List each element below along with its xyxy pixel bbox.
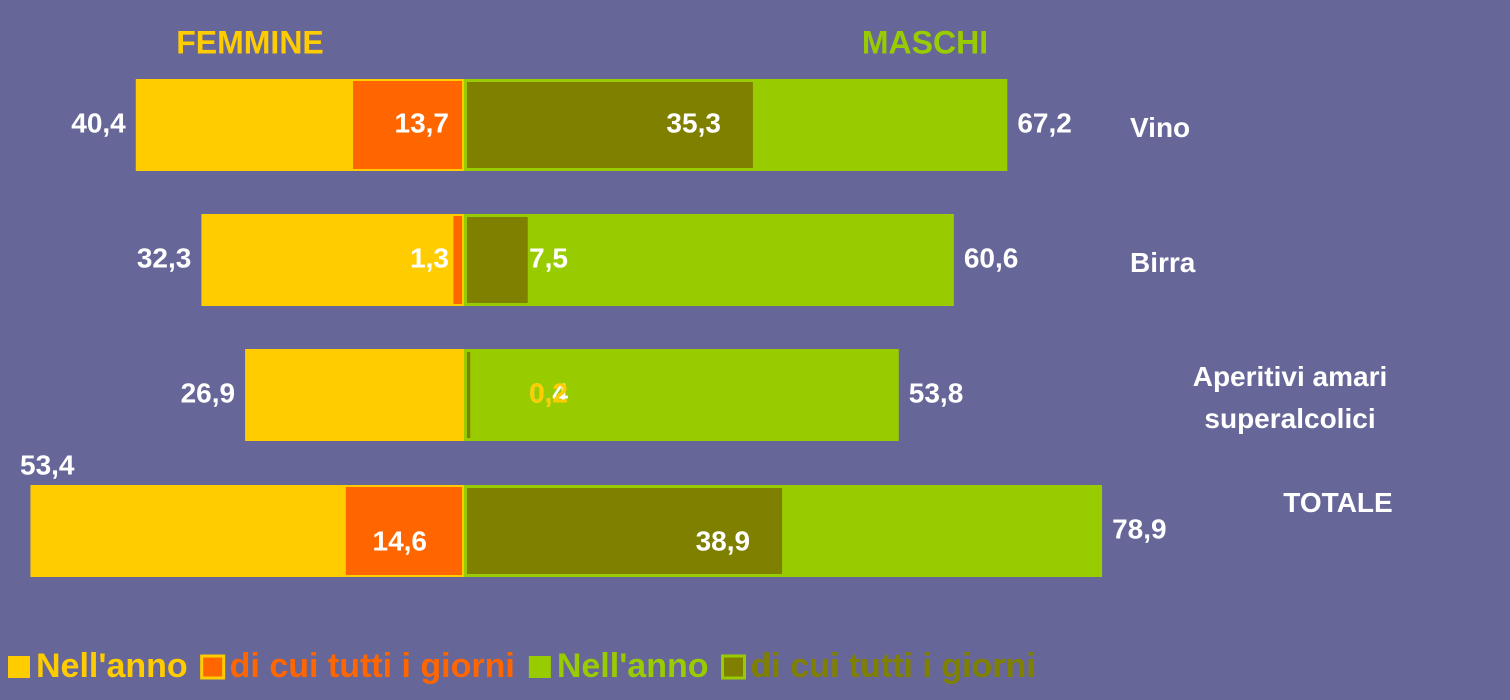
- bar: [467, 82, 753, 168]
- bar: [451, 214, 465, 306]
- bar: [460, 349, 465, 441]
- value-label: 7,5: [529, 242, 568, 273]
- bar: [245, 349, 463, 441]
- value-label: 60,6: [964, 242, 1019, 273]
- legend-swatch: [200, 654, 226, 680]
- bar: [463, 349, 899, 441]
- legend-label: Nell'anno: [557, 647, 709, 685]
- category-label: Birra: [1130, 247, 1196, 278]
- right-title: MASCHI: [862, 24, 988, 60]
- legend-label: di cui tutti i giorni: [230, 647, 515, 685]
- value-label: 53,4: [20, 449, 75, 480]
- value-label: 26,9: [181, 377, 236, 408]
- category-label: TOTALE: [1283, 487, 1393, 518]
- value-label: 14,6: [373, 525, 428, 556]
- value-label: 13,7: [395, 107, 450, 138]
- value-label: 67,2: [1017, 107, 1072, 138]
- value-label: 40,4: [71, 107, 126, 138]
- value-label: 0,2: [529, 377, 568, 408]
- bar: [463, 214, 954, 306]
- legend-swatch: [528, 656, 551, 678]
- value-label: 32,3: [137, 242, 192, 273]
- category-label: Aperitivi amari superalcolici: [1192, 361, 1388, 434]
- legend-label: di cui tutti i giorni: [751, 647, 1036, 685]
- value-label: 53,8: [909, 377, 964, 408]
- legend-label: Nell'anno: [36, 647, 188, 685]
- legend-swatch: [8, 656, 30, 678]
- left-title: FEMMINE: [176, 24, 324, 60]
- category-label: Vino: [1130, 112, 1191, 143]
- bar: [343, 485, 464, 577]
- bar: [351, 79, 464, 171]
- bar: [467, 488, 783, 574]
- bar: [201, 214, 463, 306]
- legend-swatch: [721, 654, 746, 680]
- value-label: 0,4: [529, 377, 568, 408]
- value-label: 38,9: [696, 525, 751, 556]
- bar: [467, 352, 471, 438]
- value-label: 78,9: [1112, 513, 1167, 544]
- value-label: 1,3: [410, 242, 449, 273]
- bar: [467, 217, 528, 303]
- value-label: 35,3: [666, 107, 721, 138]
